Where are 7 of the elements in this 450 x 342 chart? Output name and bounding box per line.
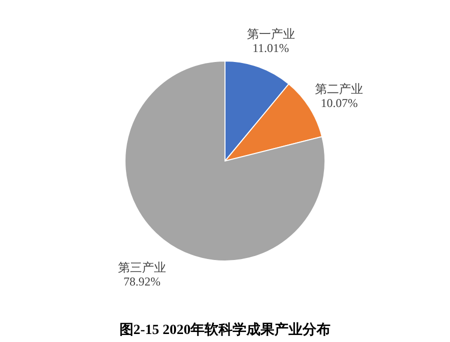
slice-label: 第二产业: [315, 82, 364, 96]
slice-label: 第三产业: [118, 260, 166, 274]
slice-label: 第一产业: [246, 26, 295, 41]
text: 图2-15 2020年软科学成果产业分布: [119, 321, 331, 338]
data-label: 78.92%: [123, 274, 160, 288]
data-label: 10.07%: [320, 96, 358, 110]
data-label: 11.01%: [252, 40, 290, 55]
